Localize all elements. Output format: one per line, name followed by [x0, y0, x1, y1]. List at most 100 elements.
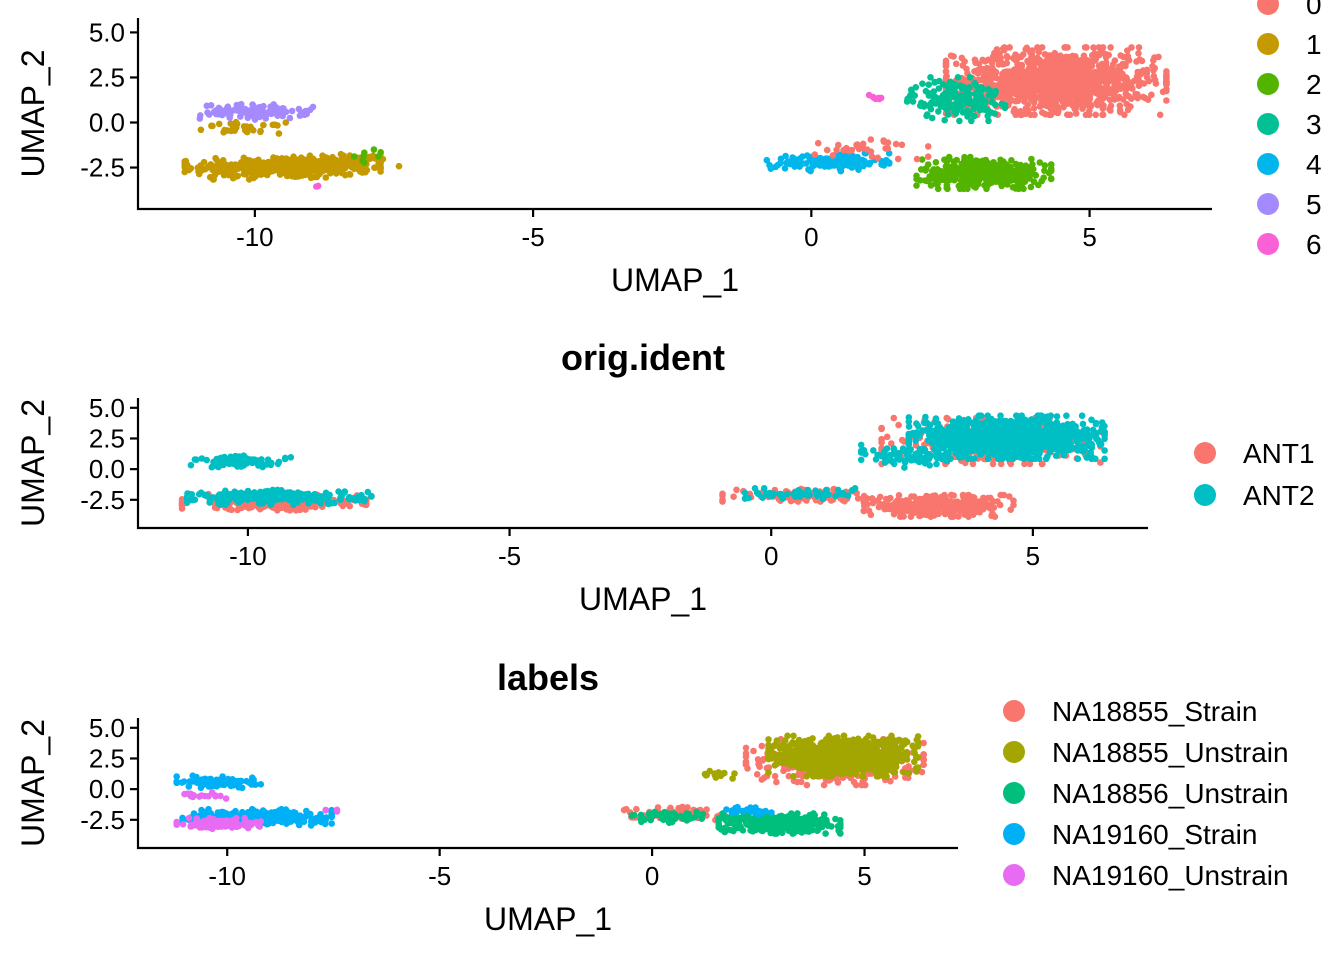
- data-point: [252, 157, 260, 165]
- data-point: [961, 153, 968, 161]
- data-point: [1022, 70, 1029, 78]
- data-point: [1103, 65, 1110, 72]
- data-point: [982, 164, 989, 172]
- data-point: [950, 158, 958, 165]
- data-point: [989, 53, 997, 61]
- data-point: [874, 497, 881, 504]
- data-point: [1037, 441, 1044, 448]
- data-point: [908, 89, 915, 96]
- data-point: [346, 170, 353, 178]
- data-point: [1080, 426, 1088, 434]
- data-point: [890, 414, 898, 422]
- data-point: [1037, 412, 1044, 420]
- data-point: [935, 85, 943, 92]
- data-point: [1124, 52, 1132, 60]
- data-point: [230, 106, 238, 114]
- data-point: [257, 496, 265, 503]
- data-point: [1079, 67, 1086, 75]
- data-point: [772, 163, 779, 171]
- legend-key: [1257, 73, 1279, 95]
- data-point: [950, 80, 958, 88]
- data-point: [1027, 92, 1034, 100]
- data-point: [953, 94, 960, 102]
- data-point: [951, 101, 958, 108]
- data-point: [964, 420, 971, 428]
- data-point: [1036, 84, 1043, 92]
- data-point: [275, 458, 283, 466]
- data-point: [1009, 184, 1017, 191]
- data-point: [1100, 102, 1107, 109]
- data-point: [802, 160, 810, 167]
- data-point: [924, 161, 932, 168]
- data-point: [922, 167, 929, 174]
- data-point: [913, 172, 920, 180]
- data-point: [1008, 157, 1015, 164]
- data-point: [1021, 95, 1029, 102]
- data-point: [249, 490, 256, 498]
- data-point: [889, 501, 896, 509]
- data-point: [1026, 460, 1034, 468]
- data-point: [237, 497, 245, 504]
- data-point: [337, 150, 345, 158]
- data-point: [811, 151, 819, 158]
- data-point: [1127, 103, 1134, 110]
- data-point: [371, 164, 378, 171]
- data-point: [977, 412, 985, 420]
- data-point: [850, 154, 857, 161]
- data-point: [1073, 67, 1081, 74]
- data-point: [240, 165, 247, 173]
- data-point: [984, 112, 991, 120]
- data-point: [934, 185, 942, 193]
- data-point: [961, 511, 968, 518]
- data-point: [943, 72, 950, 80]
- data-point: [884, 139, 892, 146]
- data-point: [178, 496, 186, 503]
- data-point: [275, 130, 283, 137]
- data-point: [1086, 107, 1093, 115]
- data-point: [1003, 59, 1011, 67]
- data-point: [250, 127, 257, 134]
- data-point: [341, 489, 348, 496]
- data-point: [985, 117, 992, 125]
- data-point: [839, 489, 847, 497]
- data-point: [1107, 102, 1115, 110]
- data-point: [200, 158, 208, 166]
- data-point: [872, 95, 879, 103]
- data-point: [1038, 44, 1046, 51]
- data-point: [1056, 442, 1063, 450]
- data-point: [1042, 455, 1050, 463]
- data-point: [1025, 167, 1032, 175]
- data-point: [923, 505, 930, 513]
- data-point: [991, 110, 998, 117]
- data-point: [297, 159, 304, 167]
- data-point: [834, 157, 842, 165]
- data-point: [782, 152, 789, 160]
- data-point: [211, 108, 218, 116]
- data-point: [1077, 435, 1085, 443]
- data-point: [943, 184, 950, 192]
- data-point: [1012, 111, 1019, 119]
- data-point: [314, 182, 322, 190]
- x-tick-label: -10: [236, 222, 274, 252]
- legend-label: 5: [1306, 189, 1322, 220]
- data-point: [763, 156, 771, 164]
- data-point: [209, 122, 216, 130]
- data-point: [984, 107, 992, 114]
- data-point: [941, 116, 948, 124]
- data-point: [1032, 455, 1039, 463]
- legend-label: 0: [1306, 0, 1322, 20]
- data-point: [971, 436, 979, 443]
- data-point: [1047, 111, 1055, 119]
- data-point: [216, 491, 223, 498]
- data-point: [1044, 79, 1051, 87]
- data-point: [913, 455, 920, 463]
- data-point: [1003, 53, 1011, 60]
- data-point: [1078, 412, 1086, 420]
- data-point: [1092, 111, 1099, 119]
- data-point: [814, 139, 822, 147]
- data-point: [262, 115, 270, 122]
- data-point: [943, 414, 950, 422]
- data-point: [937, 99, 944, 107]
- data-point: [946, 507, 954, 515]
- data-point: [1116, 106, 1124, 114]
